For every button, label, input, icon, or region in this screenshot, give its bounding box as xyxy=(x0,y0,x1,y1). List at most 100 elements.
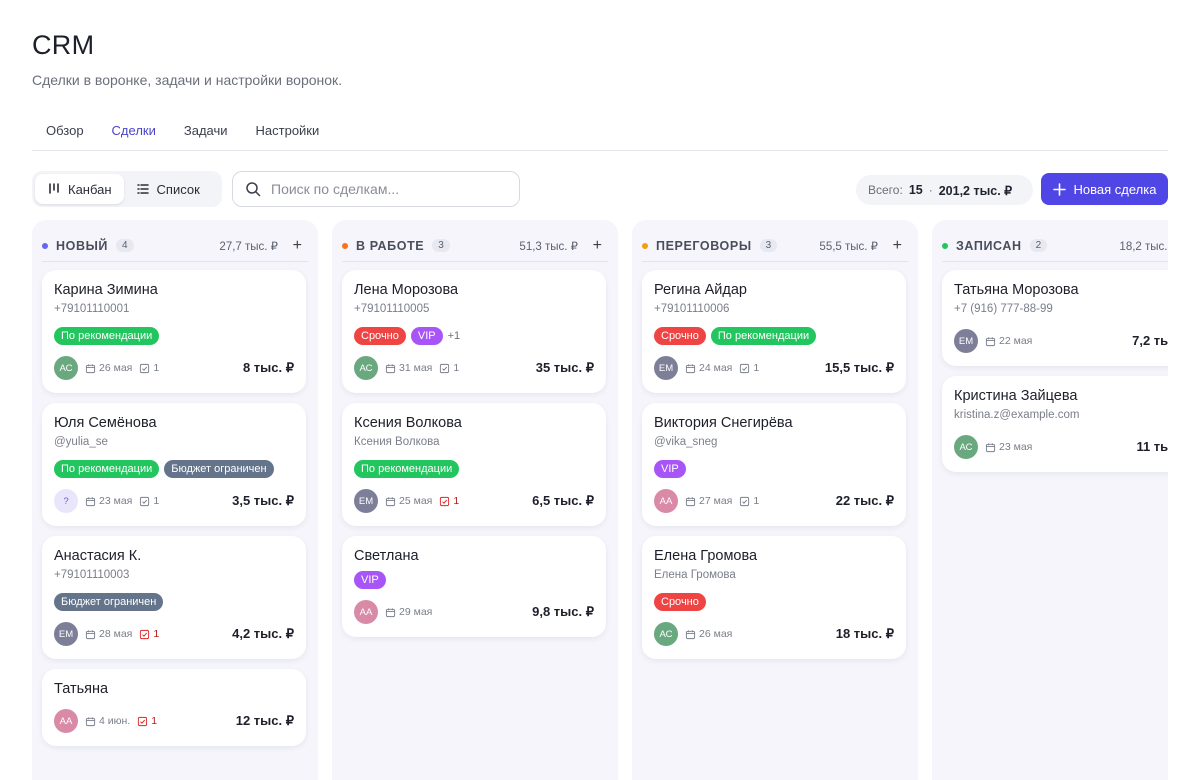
deal-tags: По рекомендации xyxy=(54,327,160,345)
column-count: 2 xyxy=(1029,239,1048,252)
deal-contact-name: Татьяна xyxy=(54,681,109,697)
stage-dot xyxy=(942,242,948,249)
calendar-icon xyxy=(85,363,96,373)
deal-meta: АА 4 июн. 1 12 тыс. ₽ xyxy=(54,709,294,733)
list-view-button[interactable]: Список xyxy=(124,174,212,204)
add-deal-icon[interactable]: + xyxy=(292,236,302,254)
deal-card[interactable]: Кристина Зайцева kristina.z@example.com АС… xyxy=(942,376,1168,472)
tab-deals[interactable]: Сделки xyxy=(111,123,156,138)
search-input[interactable] xyxy=(271,181,501,197)
deal-card[interactable]: Татьяна Морозова +7 (916) 777-88-99 ЕМ 22 м… xyxy=(942,270,1168,366)
tab-overview[interactable]: Обзор xyxy=(46,123,84,138)
add-deal-icon[interactable]: + xyxy=(892,236,902,254)
deal-contact-detail: +7 (916) 777-88-99 xyxy=(954,303,1053,315)
deal-contact-name: Кристина Зайцева xyxy=(954,388,1078,404)
deal-contact-detail: +79101110001 xyxy=(54,303,130,315)
deal-task-count: 1 xyxy=(153,495,160,507)
add-deal-icon[interactable]: + xyxy=(592,236,602,254)
deal-contact-name: Виктория Снегирёва xyxy=(654,415,793,431)
deal-date: 26 мая xyxy=(85,362,132,374)
list-icon xyxy=(136,184,149,194)
deal-card[interactable]: Лена Морозова +79101110005 Срочно VIP +1 АС 31… xyxy=(342,270,606,393)
deal-date-text: 23 мая xyxy=(99,495,133,507)
deal-tags: Срочно xyxy=(654,593,706,611)
deal-contact-detail: Ксения Волкова xyxy=(354,436,440,448)
avatar: ЕМ xyxy=(354,489,378,513)
calendar-icon xyxy=(685,496,696,506)
kanban-view-button[interactable]: Канбан xyxy=(35,174,124,204)
deal-card[interactable]: Виктория Снегирёва @vika_sneg VIP АА 27 мая 1… xyxy=(642,403,906,526)
task-check-icon xyxy=(138,716,148,726)
deal-amount: 6,5 тыс. ₽ xyxy=(532,493,594,508)
new-deal-label: Новая сделка xyxy=(1073,181,1157,197)
deal-tags: VIP xyxy=(354,571,386,589)
deal-contact-name: Лена Морозова xyxy=(354,282,459,298)
page-title: CRM xyxy=(32,30,95,60)
deal-contact-name: Юля Семёнова xyxy=(54,415,157,431)
deal-date: 23 мая xyxy=(85,495,132,507)
deal-task-count: 1 xyxy=(153,628,160,640)
plus-icon xyxy=(1052,182,1066,196)
deal-tasks: 1 xyxy=(139,628,159,640)
task-check-icon xyxy=(740,363,750,373)
column-header: ПЕРЕГОВОРЫ 3 55,5 тыс. ₽ + xyxy=(642,230,908,262)
totals-label: Всего: xyxy=(868,183,903,197)
task-check-icon xyxy=(140,496,150,506)
deal-tag: Срочно xyxy=(654,327,706,345)
deal-tasks: 1 xyxy=(439,495,459,507)
deal-date: 22 мая xyxy=(985,335,1032,347)
deal-tasks: 1 xyxy=(739,362,759,374)
deal-meta: ЕМ 22 мая 7,2 тыс. ₽ xyxy=(954,329,1168,353)
deal-date-text: 26 мая xyxy=(99,362,133,374)
avatar: АС xyxy=(54,356,78,380)
page-subtitle: Сделки в воронке, задачи и настройки вор… xyxy=(32,72,343,88)
deal-tasks: 1 xyxy=(139,495,159,507)
deal-contact-detail: Елена Громова xyxy=(654,569,736,581)
pipeline-column: НОВЫЙ 4 27,7 тыс. ₽ + Карина Зимина +79101110… xyxy=(32,220,318,780)
deal-card[interactable]: Елена Громова Елена Громова Срочно АС 26 мая… xyxy=(642,536,906,659)
avatar: АС xyxy=(354,356,378,380)
avatar: АА xyxy=(654,489,678,513)
column-sum: 51,3 тыс. ₽ xyxy=(519,240,578,253)
deal-date-text: 4 июн. xyxy=(99,715,131,727)
column-header: НОВЫЙ 4 27,7 тыс. ₽ + xyxy=(42,230,308,262)
new-deal-button[interactable]: Новая сделка xyxy=(1041,173,1168,205)
deal-contact-name: Светлана xyxy=(354,548,419,564)
tab-settings[interactable]: Настройки xyxy=(255,123,320,138)
deal-tags: По рекомендации Бюджет ограничен xyxy=(54,460,274,478)
deal-card[interactable]: Карина Зимина +79101110001 По рекомендации… xyxy=(42,270,306,393)
column-sum: 27,7 тыс. ₽ xyxy=(219,240,278,253)
deal-date-text: 29 мая xyxy=(399,606,433,618)
task-check-icon xyxy=(140,629,150,639)
deal-tag: По рекомендации xyxy=(710,327,817,345)
deal-card[interactable]: Светлана VIP АА 29 мая 9,8 тыс. ₽ xyxy=(342,536,606,637)
deal-date-text: 23 мая xyxy=(999,441,1033,453)
deal-date-text: 31 мая xyxy=(399,362,433,374)
deal-card[interactable]: Юля Семёнова @yulia_se По рекомендации Бюдж… xyxy=(42,403,306,526)
deal-date: 29 мая xyxy=(385,606,432,618)
deal-amount: 9,8 тыс. ₽ xyxy=(532,604,594,619)
deal-tags: Срочно По рекомендации xyxy=(654,327,817,345)
avatar: ЕМ xyxy=(54,622,78,646)
task-check-icon xyxy=(440,363,450,373)
deal-date: 23 мая xyxy=(985,441,1032,453)
deal-date-text: 24 мая xyxy=(699,362,733,374)
deal-card[interactable]: Регина Айдар +79101110006 Срочно По рекомен… xyxy=(642,270,906,393)
deal-tags: Бюджет ограничен xyxy=(54,593,164,611)
deal-date: 27 мая xyxy=(685,495,732,507)
deal-amount: 35 тыс. ₽ xyxy=(535,360,594,375)
deal-contact-detail: @yulia_se xyxy=(54,436,108,448)
crm-page: CRM Сделки в воронке, задачи и настройки… xyxy=(32,0,1200,780)
tab-tasks[interactable]: Задачи xyxy=(183,123,228,138)
deal-card[interactable]: Татьяна АА 4 июн. 1 12 тыс. ₽ xyxy=(42,669,306,746)
deal-date-text: 26 мая xyxy=(699,628,733,640)
avatar: АА xyxy=(54,709,78,733)
deal-card[interactable]: Ксения Волкова Ксения Волкова По рекоменда… xyxy=(342,403,606,526)
deal-meta: АС 26 мая 1 8 тыс. ₽ xyxy=(54,356,294,380)
deal-tag: Бюджет ограничен xyxy=(54,593,164,611)
deal-card[interactable]: Анастасия К. +79101110003 Бюджет ограничен… xyxy=(42,536,306,659)
stage-dot xyxy=(342,242,348,249)
column-sum: 55,5 тыс. ₽ xyxy=(819,240,878,253)
deal-amount: 3,5 тыс. ₽ xyxy=(232,493,294,508)
deal-tasks: 1 xyxy=(439,362,459,374)
